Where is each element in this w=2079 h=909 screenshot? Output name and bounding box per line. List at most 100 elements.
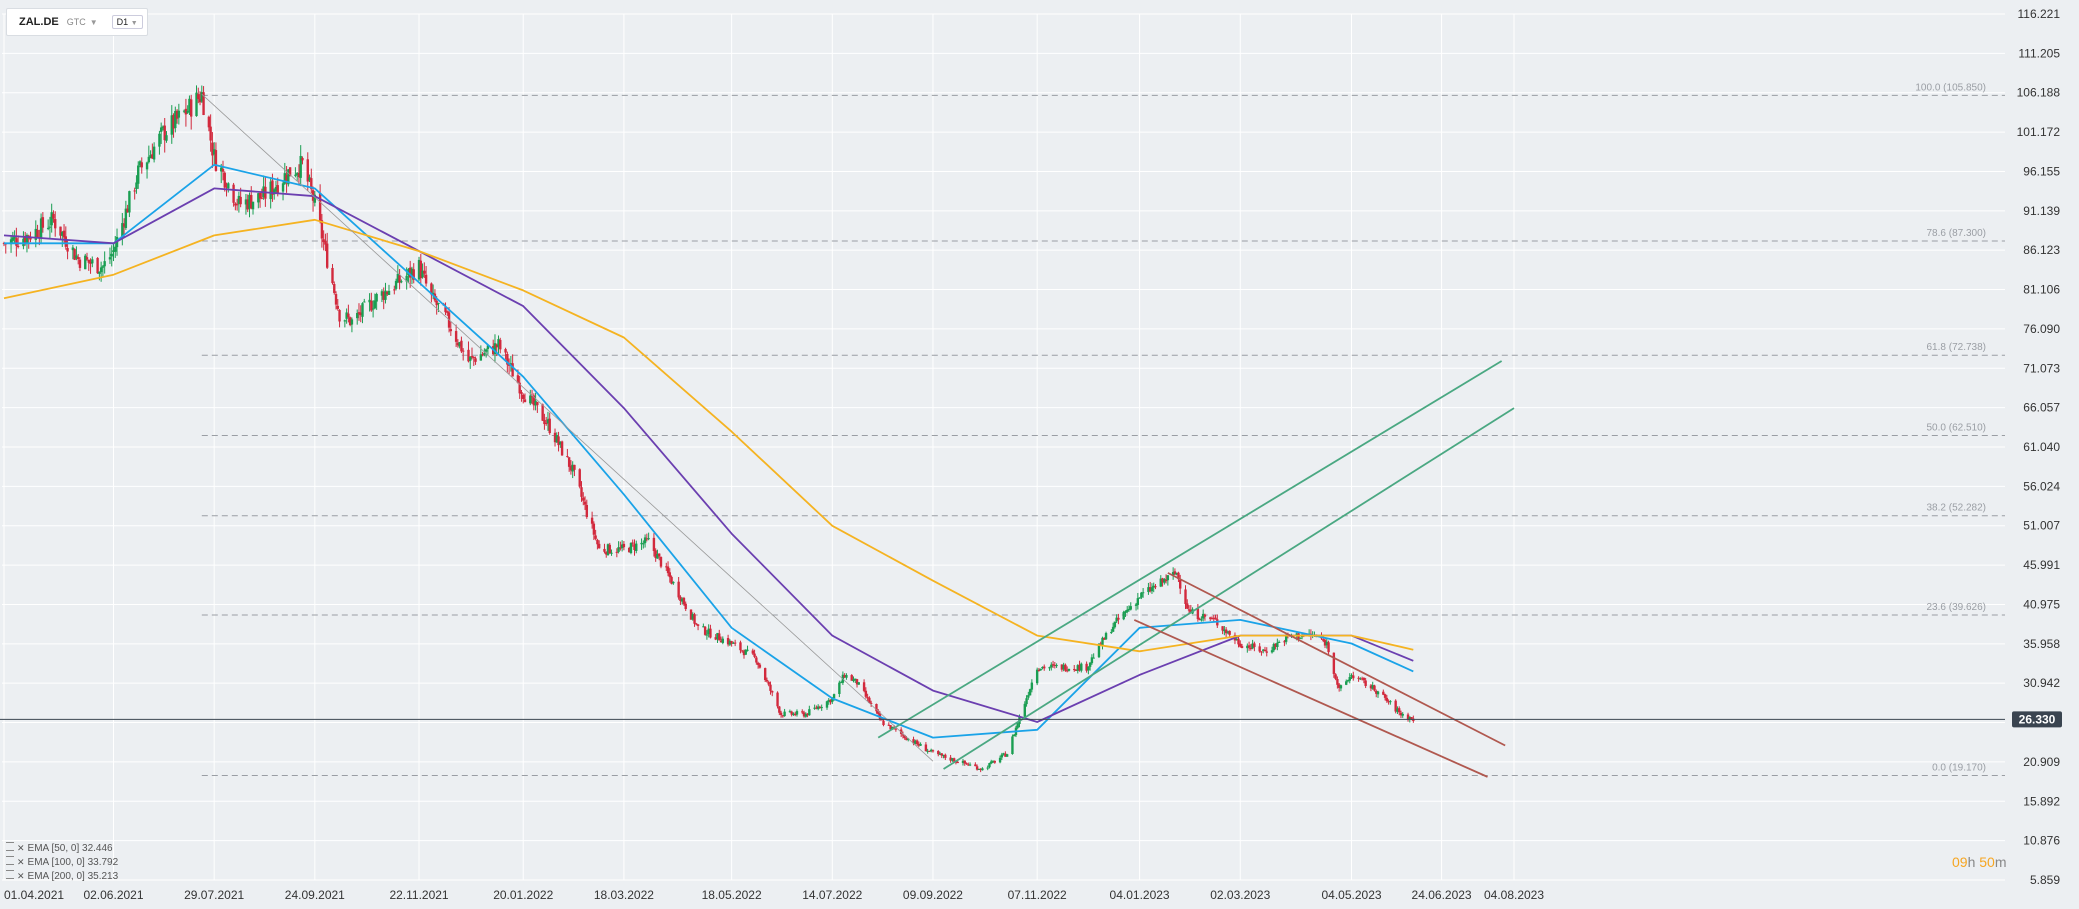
- timer-minutes: 50: [1979, 854, 1995, 870]
- candle-body: [1175, 572, 1178, 575]
- candle-body: [605, 552, 608, 555]
- candle-body: [1078, 664, 1081, 671]
- candle-body: [386, 291, 389, 295]
- candle-body: [534, 400, 537, 406]
- candle-body: [458, 342, 461, 347]
- candle-body: [990, 761, 993, 764]
- candle-body: [11, 237, 15, 241]
- candle-body: [295, 173, 299, 175]
- time-tick-label: 24.06.2023: [1412, 888, 1472, 902]
- candle-body: [1350, 675, 1353, 677]
- time-tick-label: 07.11.2022: [1008, 888, 1067, 902]
- time-tick-label: 24.09.2021: [285, 888, 345, 902]
- candle-body: [36, 229, 39, 238]
- candle-body: [39, 218, 43, 239]
- candle-body: [16, 245, 20, 247]
- candle-body: [813, 707, 816, 709]
- candle-body: [359, 312, 362, 316]
- candle-body: [1025, 698, 1028, 705]
- candle-body: [400, 281, 403, 283]
- candle-body: [235, 204, 239, 206]
- candle-body: [147, 156, 151, 163]
- legend-ema-100[interactable]: ✕ EMA [100, 0] 33.792: [6, 856, 118, 868]
- candle-body: [1265, 651, 1268, 653]
- candle-body: [461, 350, 465, 352]
- candle-body: [1325, 641, 1328, 646]
- candle-body: [1050, 664, 1053, 668]
- period-select[interactable]: D1 ▼: [111, 15, 143, 29]
- order-type-label[interactable]: GTC: [66, 17, 86, 27]
- candle-body: [974, 764, 977, 767]
- candle-body: [1150, 587, 1154, 592]
- candle-body: [387, 290, 391, 295]
- legend-ema-50[interactable]: ✕ EMA [50, 0] 32.446: [6, 842, 113, 854]
- candle-body: [48, 226, 52, 228]
- candle-body: [419, 260, 422, 279]
- close-icon[interactable]: ✕: [17, 843, 25, 853]
- candle-body: [829, 699, 832, 703]
- candle-body: [152, 146, 156, 160]
- candle-body: [417, 259, 421, 280]
- candle-body: [1122, 612, 1125, 620]
- candle-body: [271, 180, 274, 195]
- candle-body: [560, 441, 564, 456]
- candle-body: [684, 603, 687, 610]
- candle-body: [347, 313, 350, 318]
- candle-body: [703, 626, 707, 635]
- candle-body: [1027, 695, 1030, 698]
- candle-body: [566, 456, 569, 458]
- candle-body: [746, 649, 749, 651]
- candle-body: [718, 633, 721, 641]
- candle-body: [905, 737, 908, 741]
- symbol-label[interactable]: ZAL.DE: [19, 16, 59, 28]
- candle-timer: 09h 50m: [1952, 854, 2007, 870]
- close-icon[interactable]: ✕: [17, 871, 25, 881]
- candle-body: [548, 418, 551, 434]
- candle-body: [937, 750, 940, 755]
- candle-body: [1074, 669, 1078, 671]
- candle-body: [29, 236, 32, 240]
- candle-body: [221, 169, 225, 172]
- candle-body: [66, 248, 69, 252]
- candle-body: [518, 382, 521, 394]
- candle-body: [260, 197, 264, 199]
- price-tick-label: 111.205: [2018, 46, 2060, 60]
- candle-body: [145, 162, 149, 170]
- candle-body: [1030, 682, 1034, 690]
- symbol-toolbar[interactable]: ZAL.DE GTC ▼ D1 ▼: [6, 8, 148, 36]
- price-tick-label: 56.024: [2023, 479, 2060, 493]
- candle-body: [529, 395, 532, 404]
- indicator-icon: [6, 870, 14, 879]
- candle-body: [523, 399, 527, 403]
- candle-body: [680, 598, 684, 602]
- time-tick-label: 04.08.2023: [1484, 888, 1544, 902]
- chevron-down-icon[interactable]: ▼: [89, 17, 98, 27]
- candle-body: [875, 703, 878, 712]
- candle-body: [1201, 613, 1205, 619]
- price-tick-label: 35.958: [2023, 637, 2060, 651]
- candle-body: [1375, 690, 1378, 694]
- candle-body: [71, 247, 75, 251]
- candle-body: [573, 464, 576, 470]
- legend-ema-200[interactable]: ✕ EMA [200, 0] 35.213: [6, 870, 118, 882]
- candle-body: [596, 539, 599, 545]
- candle-body: [454, 331, 458, 342]
- candle-body: [493, 343, 497, 355]
- candle-body: [877, 710, 880, 714]
- candle-body: [437, 303, 440, 305]
- candle-body: [101, 266, 105, 268]
- close-icon[interactable]: ✕: [17, 857, 25, 867]
- candle-body: [1240, 646, 1244, 648]
- candle-body: [73, 249, 76, 260]
- price-tick-label: 61.040: [2023, 440, 2060, 454]
- candle-body: [59, 226, 62, 236]
- candle-body: [1184, 589, 1187, 605]
- candle-body: [283, 173, 287, 184]
- candle-body: [1051, 664, 1055, 666]
- candle-body: [1369, 685, 1373, 689]
- candle-body: [1126, 609, 1129, 612]
- candle-body: [1382, 691, 1385, 695]
- legend-ema-50-label: EMA [50, 0] 32.446: [27, 843, 113, 854]
- candle-body: [232, 184, 235, 203]
